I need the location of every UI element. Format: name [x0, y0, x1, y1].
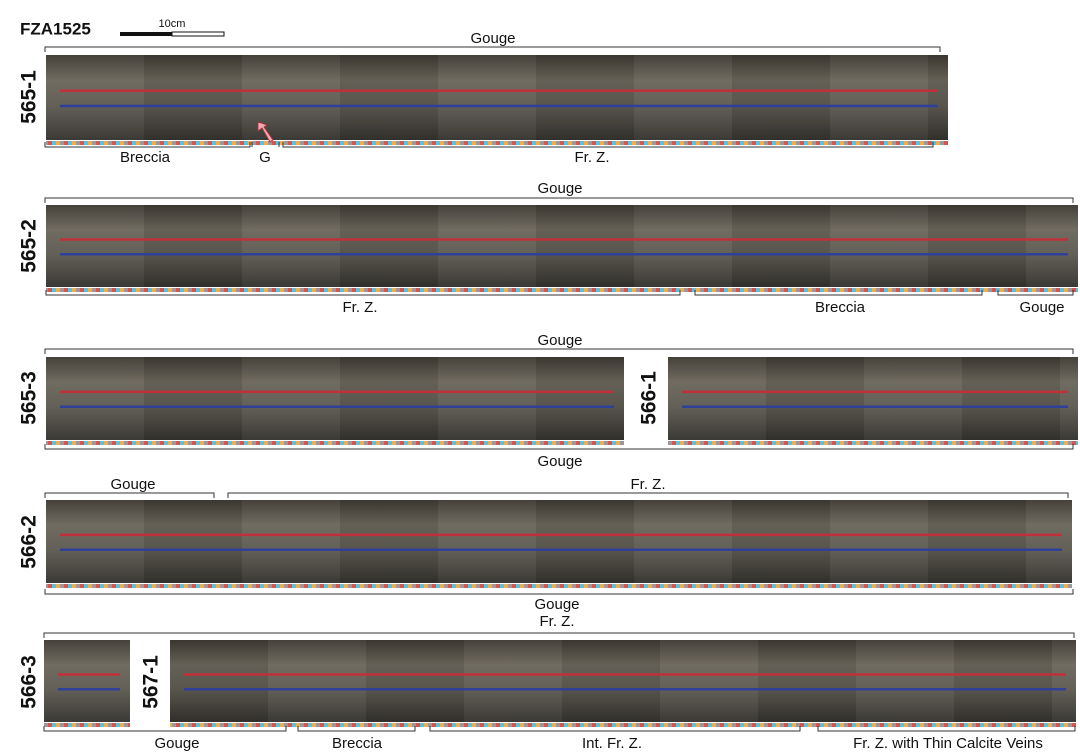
- core-segment: [660, 640, 758, 722]
- core-segment: [242, 500, 340, 583]
- interval-line: [44, 633, 1074, 638]
- interval-label: Gouge: [470, 30, 515, 47]
- scale-label: 10cm: [159, 18, 186, 30]
- core-segment: [242, 55, 340, 140]
- core-segment: [438, 205, 536, 287]
- interval-label: Fr. Z. with Thin Calcite Veins: [853, 735, 1043, 752]
- core-segment: [634, 500, 732, 583]
- core-segment: [766, 357, 864, 440]
- core-segment: [438, 357, 536, 440]
- core-segment: [536, 205, 634, 287]
- interval-line: [45, 349, 1073, 354]
- core-segment: [962, 357, 1060, 440]
- core-segment: [562, 640, 660, 722]
- core-segment: [634, 205, 732, 287]
- core-segment: [242, 205, 340, 287]
- core-segment: [758, 640, 856, 722]
- color-scale-strip: [170, 723, 1076, 727]
- core-segment: [366, 640, 464, 722]
- figure-title: FZA1525: [20, 19, 91, 38]
- core-segment: [144, 205, 242, 287]
- core-segment: [634, 55, 732, 140]
- core-segment: [44, 640, 130, 722]
- core-segment: [144, 55, 242, 140]
- interval-label: Fr. Z.: [540, 613, 575, 630]
- core-segment: [668, 357, 766, 440]
- core-segment: [732, 205, 830, 287]
- core-segment: [144, 500, 242, 583]
- core-segment: [1060, 357, 1078, 440]
- interval-label: Gouge: [537, 453, 582, 470]
- core-segment: [46, 205, 144, 287]
- core-label: 567-1: [140, 655, 163, 709]
- page: {"header": {"title": "FZA1525", "scale":…: [0, 0, 1080, 754]
- core-segment: [340, 205, 438, 287]
- core-label: 565-1: [18, 70, 41, 124]
- core-segment: [928, 500, 1026, 583]
- interval-line: [45, 589, 1073, 594]
- interval-label: Fr. Z.: [343, 299, 378, 316]
- interval-line: [45, 47, 940, 52]
- color-scale-strip: [46, 584, 1072, 588]
- core-segment: [928, 205, 1026, 287]
- core-segment: [732, 500, 830, 583]
- core-segment: [464, 640, 562, 722]
- figure: FZA1525 10cm 565-1 Gouge Breccia G Fr. Z. 565…: [0, 0, 1080, 754]
- interval-line: [45, 198, 1073, 203]
- color-scale-strip: [46, 288, 1078, 292]
- core-segment: [340, 55, 438, 140]
- core-label: 566-2: [18, 515, 41, 569]
- core-segment: [864, 357, 962, 440]
- core-segment: [830, 55, 928, 140]
- color-scale-strip: [668, 441, 1078, 445]
- core-segment: [170, 640, 268, 722]
- interval-label: Breccia: [815, 299, 866, 316]
- interval-label: Gouge: [537, 332, 582, 349]
- core-segment: [268, 640, 366, 722]
- interval-line: [228, 493, 1068, 498]
- core-segment: [536, 55, 634, 140]
- interval-label: G: [259, 149, 271, 166]
- core-segment: [340, 357, 438, 440]
- interval-label: Breccia: [120, 149, 171, 166]
- core-segment: [928, 55, 948, 140]
- core-segment: [954, 640, 1052, 722]
- interval-line: [45, 493, 214, 498]
- core-segment: [438, 55, 536, 140]
- core-segment: [438, 500, 536, 583]
- core-segment: [536, 500, 634, 583]
- interval-label: Breccia: [332, 735, 383, 752]
- core-label: 565-3: [18, 371, 41, 425]
- scale-bar: [172, 32, 224, 36]
- core-segment: [340, 500, 438, 583]
- color-scale-strip: [46, 141, 948, 145]
- core-segment: [830, 500, 928, 583]
- core-label: 565-2: [18, 219, 41, 273]
- interval-label: Fr. Z.: [631, 476, 666, 493]
- core-segment: [46, 55, 144, 140]
- color-scale-strip: [46, 441, 624, 445]
- interval-label: Gouge: [1019, 299, 1064, 316]
- core-segment: [732, 55, 830, 140]
- interval-label: Fr. Z.: [575, 149, 610, 166]
- interval-label: Gouge: [154, 735, 199, 752]
- core-segment: [536, 357, 624, 440]
- interval-label: Gouge: [110, 476, 155, 493]
- interval-label: Int. Fr. Z.: [582, 735, 642, 752]
- core-segment: [830, 205, 928, 287]
- core-segment: [1052, 640, 1076, 722]
- core-segment: [144, 357, 242, 440]
- core-segment: [856, 640, 954, 722]
- scale-bar: [120, 32, 172, 36]
- core-segment: [46, 500, 144, 583]
- core-label: 566-3: [18, 655, 41, 709]
- core-segment: [1026, 205, 1078, 287]
- core-segment: [1026, 500, 1072, 583]
- core-segment: [242, 357, 340, 440]
- interval-label: Gouge: [534, 596, 579, 613]
- core-label: 566-1: [638, 371, 661, 425]
- interval-label: Gouge: [537, 180, 582, 197]
- color-scale-strip: [44, 723, 130, 727]
- core-segment: [46, 357, 144, 440]
